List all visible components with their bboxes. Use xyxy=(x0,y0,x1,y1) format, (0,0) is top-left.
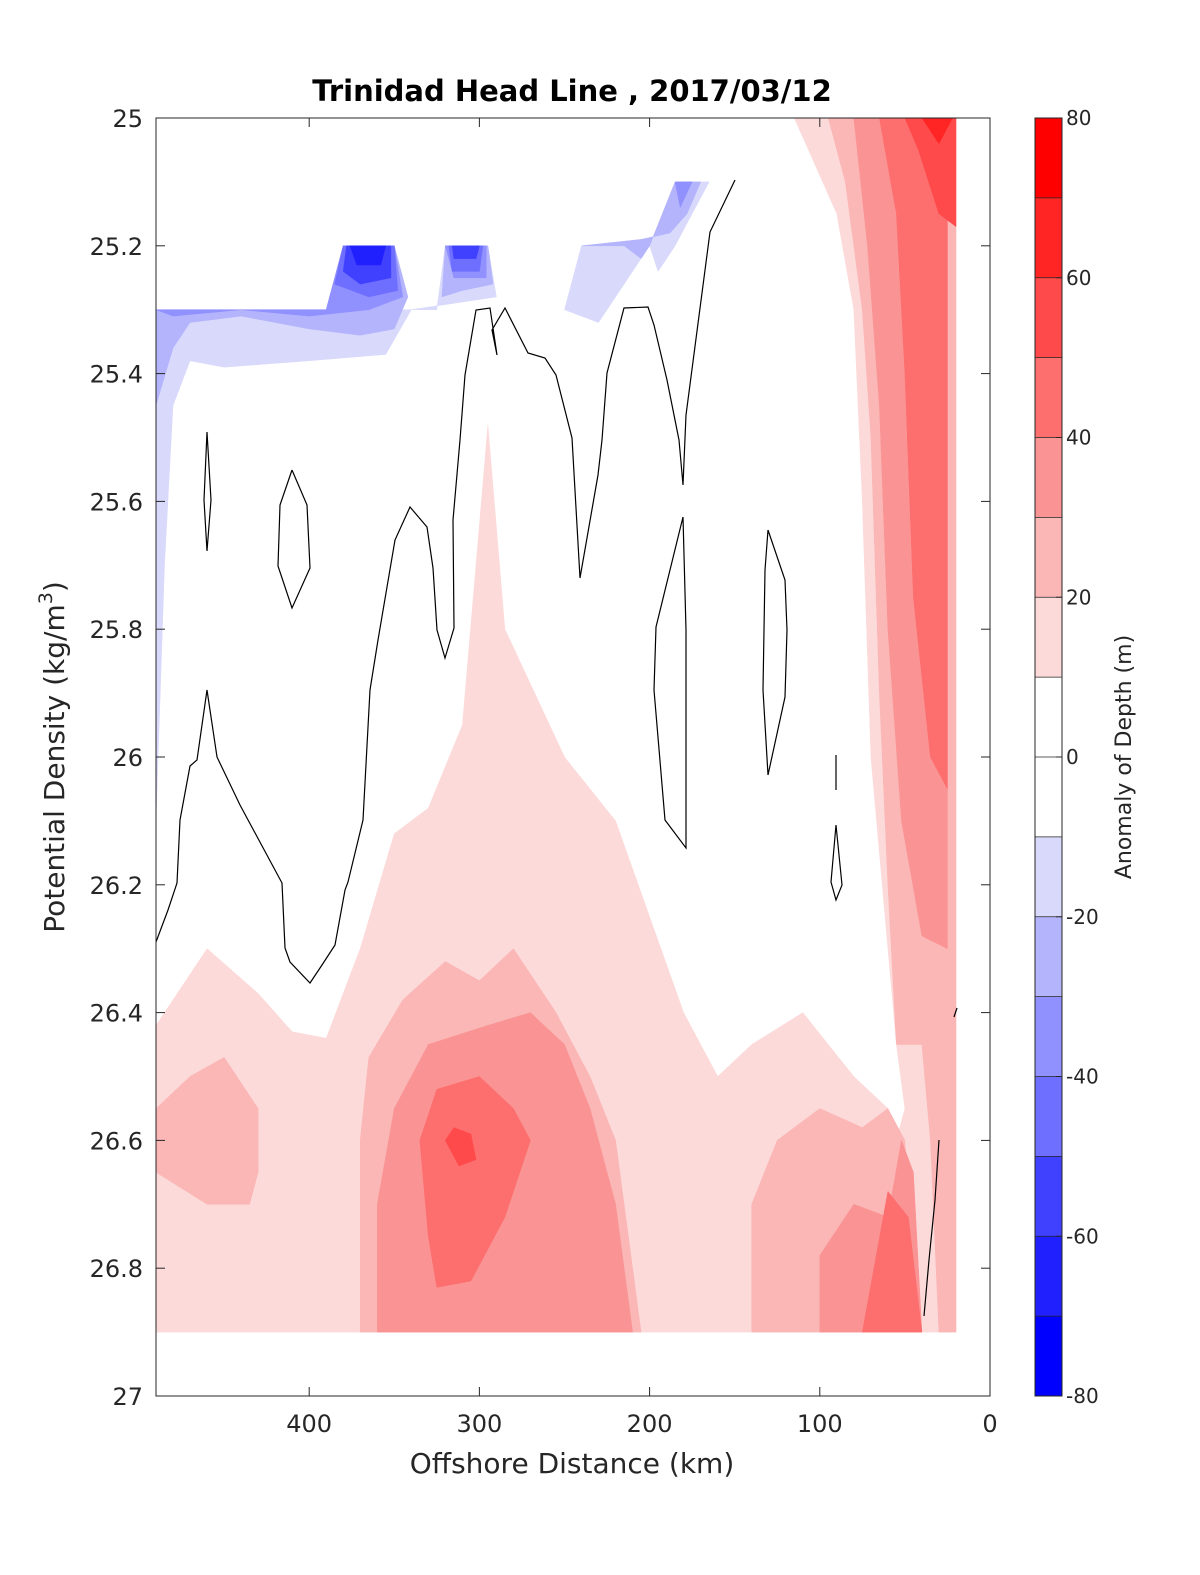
colorbar-block xyxy=(1035,916,1062,997)
x-tick-label: 300 xyxy=(456,1410,502,1438)
colorbar-tick-label: -40 xyxy=(1066,1065,1099,1089)
contour-fill-40to50 xyxy=(419,1076,531,1288)
colorbar-block xyxy=(1035,357,1062,438)
colorbar-tick-label: 40 xyxy=(1066,426,1091,450)
colorbar-block xyxy=(1035,517,1062,598)
chart-title: Trinidad Head Line , 2017/03/12 xyxy=(312,74,832,108)
x-tick-label: 100 xyxy=(797,1410,843,1438)
y-tick-label: 25.6 xyxy=(90,488,143,516)
colorbar: -80 -60 -40 -20 0 20 40 60 80 Anomaly of Depth (… xyxy=(1034,106,1137,1408)
zero-contour-line xyxy=(277,469,311,610)
zero-contour-line xyxy=(203,431,212,552)
colorbar-tick-label: 80 xyxy=(1066,106,1091,130)
y-axis-label: Potential Density (kg/m3) xyxy=(35,581,71,933)
zero-contour-line xyxy=(653,516,687,850)
colorbar-block xyxy=(1035,597,1062,678)
zero-contour-line xyxy=(762,529,788,776)
y-axis-ticks: 25 25.2 25.4 25.6 25.8 26 26.2 26.4 26.6 26.8 27 xyxy=(90,105,990,1411)
colorbar-block xyxy=(1035,118,1062,198)
x-axis-ticks: 400 300 200 100 0 xyxy=(286,118,998,1438)
contour-fill-20to30 xyxy=(156,1056,259,1205)
colorbar-tick-label: 20 xyxy=(1066,585,1091,609)
colorbar-block xyxy=(1035,996,1062,1077)
zero-contour-line xyxy=(923,1139,940,1317)
filled-contour-layer xyxy=(156,118,957,1333)
contour-fill--70to-60 xyxy=(349,245,387,266)
colorbar-block xyxy=(1035,1236,1062,1317)
colorbar-block xyxy=(1035,1156,1062,1237)
colorbar-block xyxy=(1035,757,1062,837)
y-tick-label: 26.8 xyxy=(90,1255,143,1283)
y-tick-label: 26.4 xyxy=(90,1000,143,1028)
y-axis-label-base: Potential Density (kg/m xyxy=(38,604,71,933)
y-tick-label: 25.2 xyxy=(90,233,143,261)
zero-contour-layer xyxy=(156,179,958,1317)
colorbar-block xyxy=(1035,677,1062,757)
colorbar-tick-label: -80 xyxy=(1066,1384,1099,1408)
contour-fill-40to50 xyxy=(879,118,948,790)
y-tick-label: 26 xyxy=(112,744,143,772)
contour-fill--40to-30 xyxy=(674,181,693,209)
colorbar-ticks: -80 -60 -40 -20 0 20 40 60 80 xyxy=(1056,106,1099,1408)
colorbar-label: Anomaly of Depth (m) xyxy=(1112,635,1137,879)
y-tick-label: 25.8 xyxy=(90,616,143,644)
colorbar-block xyxy=(1035,1316,1062,1396)
y-tick-label: 25.4 xyxy=(90,361,143,389)
zero-contour-line xyxy=(953,1007,958,1018)
colorbar-block xyxy=(1035,1076,1062,1157)
x-axis-label: Offshore Distance (km) xyxy=(410,1447,735,1480)
colorbar-tick-label: -60 xyxy=(1066,1224,1099,1248)
contour-fill-40to50 xyxy=(862,1190,923,1333)
x-tick-label: 400 xyxy=(286,1410,332,1438)
colorbar-tick-label: 0 xyxy=(1066,745,1079,769)
y-tick-label: 25 xyxy=(112,105,143,133)
colorbar-tick-label: 60 xyxy=(1066,266,1091,290)
colorbar-block xyxy=(1035,197,1062,278)
colorbar-block xyxy=(1035,437,1062,518)
contour-fill-50to60 xyxy=(904,118,957,228)
zero-contour-line xyxy=(830,824,843,902)
contour-fill--60to-50 xyxy=(451,245,480,259)
colorbar-block xyxy=(1035,836,1062,917)
zero-contour-line xyxy=(156,179,736,984)
x-tick-label: 200 xyxy=(627,1410,673,1438)
contour-fill-10to20 xyxy=(156,118,957,1333)
contour-fill-60to70 xyxy=(921,118,953,145)
y-tick-label: 27 xyxy=(112,1383,143,1411)
y-tick-label: 26.2 xyxy=(90,872,143,900)
colorbar-tick-label: -20 xyxy=(1066,905,1099,929)
y-tick-label: 26.6 xyxy=(90,1127,143,1155)
contour-fill-50to60 xyxy=(445,1127,477,1167)
y-axis-label-end: ) xyxy=(38,581,71,592)
y-axis-label-superscript: 3 xyxy=(35,592,57,604)
x-tick-label: 0 xyxy=(982,1410,997,1438)
colorbar-blocks xyxy=(1035,118,1062,1397)
plot-area: 400 300 200 100 0 25 25.2 25.4 25.6 25.8 26 26.2 26… xyxy=(90,105,998,1438)
colorbar-block xyxy=(1035,277,1062,358)
